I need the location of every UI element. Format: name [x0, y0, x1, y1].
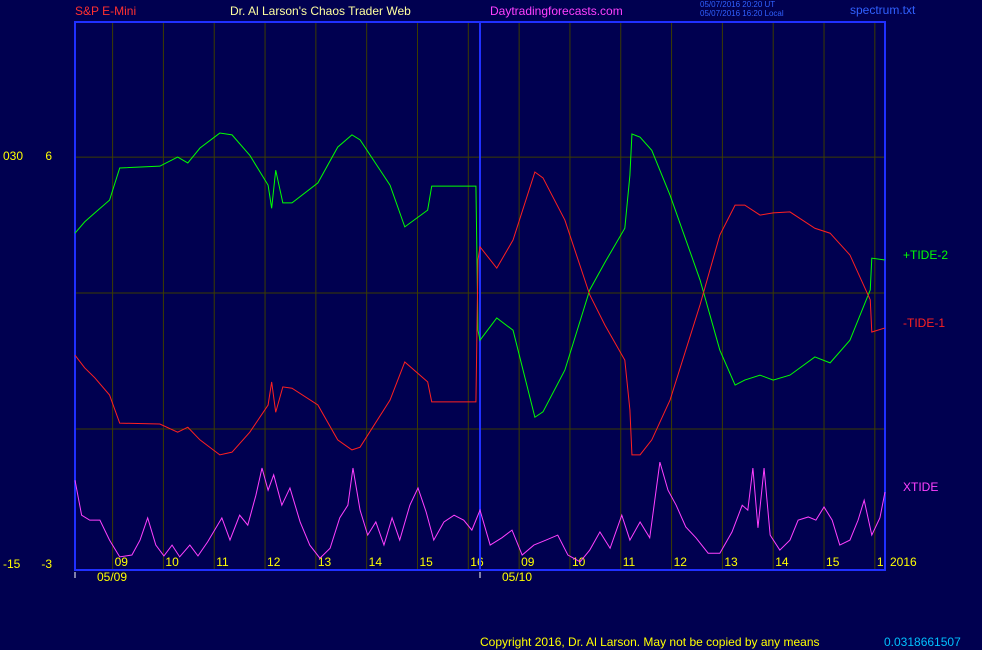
plot-border: [74, 21, 886, 571]
chart-title: Dr. Al Larson's Chaos Trader Web: [230, 4, 411, 18]
x-tick-label: 14: [775, 555, 789, 569]
date-label: 05/10: [502, 570, 532, 584]
x-tick-label: 12: [674, 555, 688, 569]
y2-tick-label: 030: [3, 149, 23, 163]
date-label: 05/09: [97, 570, 127, 584]
series-label: XTIDE: [903, 480, 938, 494]
x-tick-label: 14: [369, 555, 383, 569]
timestamp: 05/07/2016 16:20 Local: [700, 9, 784, 18]
x-tick-label: 13: [318, 555, 332, 569]
y-tick-label: -3: [41, 557, 52, 571]
series-label: +TIDE-2: [903, 248, 948, 262]
series-line: [74, 171, 886, 456]
x-tick-label: 09: [115, 555, 129, 569]
x-tick-label: 1: [877, 555, 884, 569]
footer-code: 0.0318661507: [884, 635, 961, 649]
footer: Copyright 2016, Dr. Al Larson. May not b…: [480, 635, 820, 649]
year: 2016: [890, 555, 917, 569]
x-tick-label: 15: [826, 555, 840, 569]
series-line: [74, 132, 886, 419]
x-tick-label: 15: [419, 555, 433, 569]
file-name: spectrum.txt: [850, 3, 916, 17]
x-tick-label: 11: [216, 555, 229, 569]
instrument: S&P E-Mini: [75, 4, 136, 18]
y-tick-label: 6: [45, 149, 52, 163]
x-tick-label: 16: [470, 555, 484, 569]
y2-tick-label: -15: [3, 557, 21, 571]
website: Daytradingforecasts.com: [490, 4, 623, 18]
x-tick-label: 11: [623, 555, 636, 569]
x-tick-label: 13: [724, 555, 738, 569]
x-tick-label: 09: [521, 555, 535, 569]
timestamp: 05/07/2016 20:20 UT: [700, 0, 775, 9]
x-tick-label: 10: [165, 555, 179, 569]
series-label: -TIDE-1: [903, 316, 945, 330]
x-tick-label: 12: [267, 555, 281, 569]
series-line: [74, 461, 886, 563]
